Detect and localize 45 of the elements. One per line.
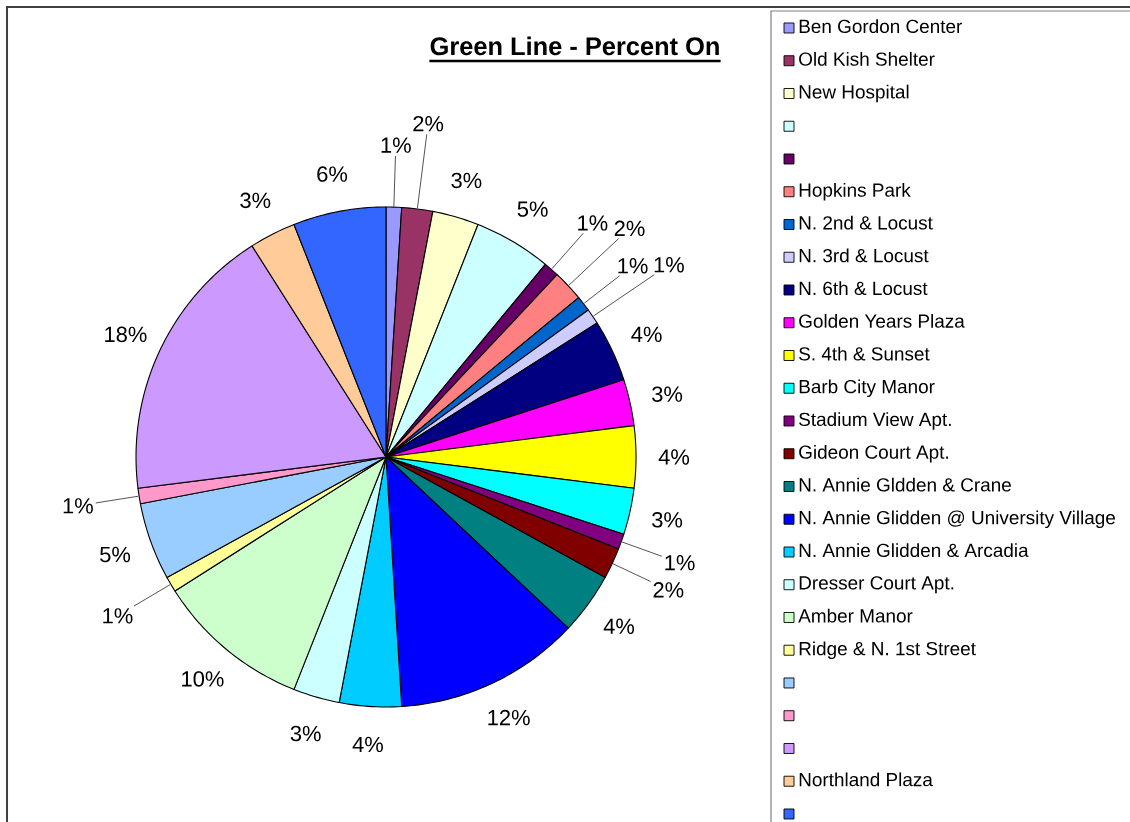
- data-label: 5%: [517, 201, 548, 217]
- legend-label: Stadium View Apt.: [799, 412, 951, 430]
- data-label: 1%: [63, 498, 93, 514]
- data-label: 10%: [182, 671, 224, 687]
- data-label: 2%: [653, 582, 684, 598]
- data-label: 1%: [665, 555, 695, 571]
- legend-label: Ben Gordon Center: [799, 19, 962, 34]
- legend-label: New Hospital: [799, 84, 909, 103]
- text: Green Line - Percent On: [430, 36, 719, 56]
- data-label: 3%: [451, 172, 482, 189]
- legend-label: S. 4th & Sunset: [799, 346, 930, 361]
- data-label: 4%: [631, 326, 662, 343]
- data-label: 3%: [652, 512, 683, 528]
- data-label: 1%: [578, 215, 608, 231]
- legend-label: Amber Manor: [798, 608, 913, 623]
- data-label: 3%: [240, 192, 271, 209]
- data-label: 2%: [413, 115, 444, 132]
- data-label: 3%: [652, 386, 683, 402]
- data-label: 4%: [658, 449, 690, 465]
- legend-label: Northland Plaza: [799, 772, 933, 787]
- data-label: 4%: [352, 736, 383, 753]
- data-label: 1%: [381, 137, 411, 153]
- legend-label: Ridge & N. 1st Street: [799, 641, 976, 660]
- data-label: 6%: [317, 166, 348, 182]
- legend-label: Gideon Court Apt.: [799, 444, 948, 463]
- data-label: 4%: [603, 618, 635, 634]
- legend-label: N. Annie Glidden & Arcadia: [799, 543, 1029, 558]
- data-label: 1%: [103, 608, 133, 624]
- data-label: 1%: [618, 258, 648, 274]
- data-label: 1%: [654, 257, 684, 273]
- legend-label: N. Annie Glidden @ University Village: [799, 510, 1115, 529]
- legend-label: N. 2nd & Locust: [799, 215, 933, 230]
- data-label: 18%: [105, 326, 147, 343]
- data-label: 5%: [100, 546, 131, 563]
- legend-label: Dresser Court Apt.: [799, 576, 954, 594]
- legend-label: N. 3rd & Locust: [799, 248, 929, 263]
- legend-label: Old Kish Shelter: [799, 51, 935, 66]
- data-label: 12%: [488, 709, 530, 726]
- legend-label: Barb City Manor: [799, 379, 935, 398]
- data-label: 2%: [614, 220, 645, 237]
- legend-label: Golden Years Plaza: [799, 313, 965, 328]
- data-label: 3%: [290, 725, 321, 742]
- legend-label: N. 6th & Locust: [799, 281, 928, 296]
- legend-label: N. Annie Gldden & Crane: [799, 477, 1011, 492]
- legend-label: Hopkins Park: [799, 182, 911, 201]
